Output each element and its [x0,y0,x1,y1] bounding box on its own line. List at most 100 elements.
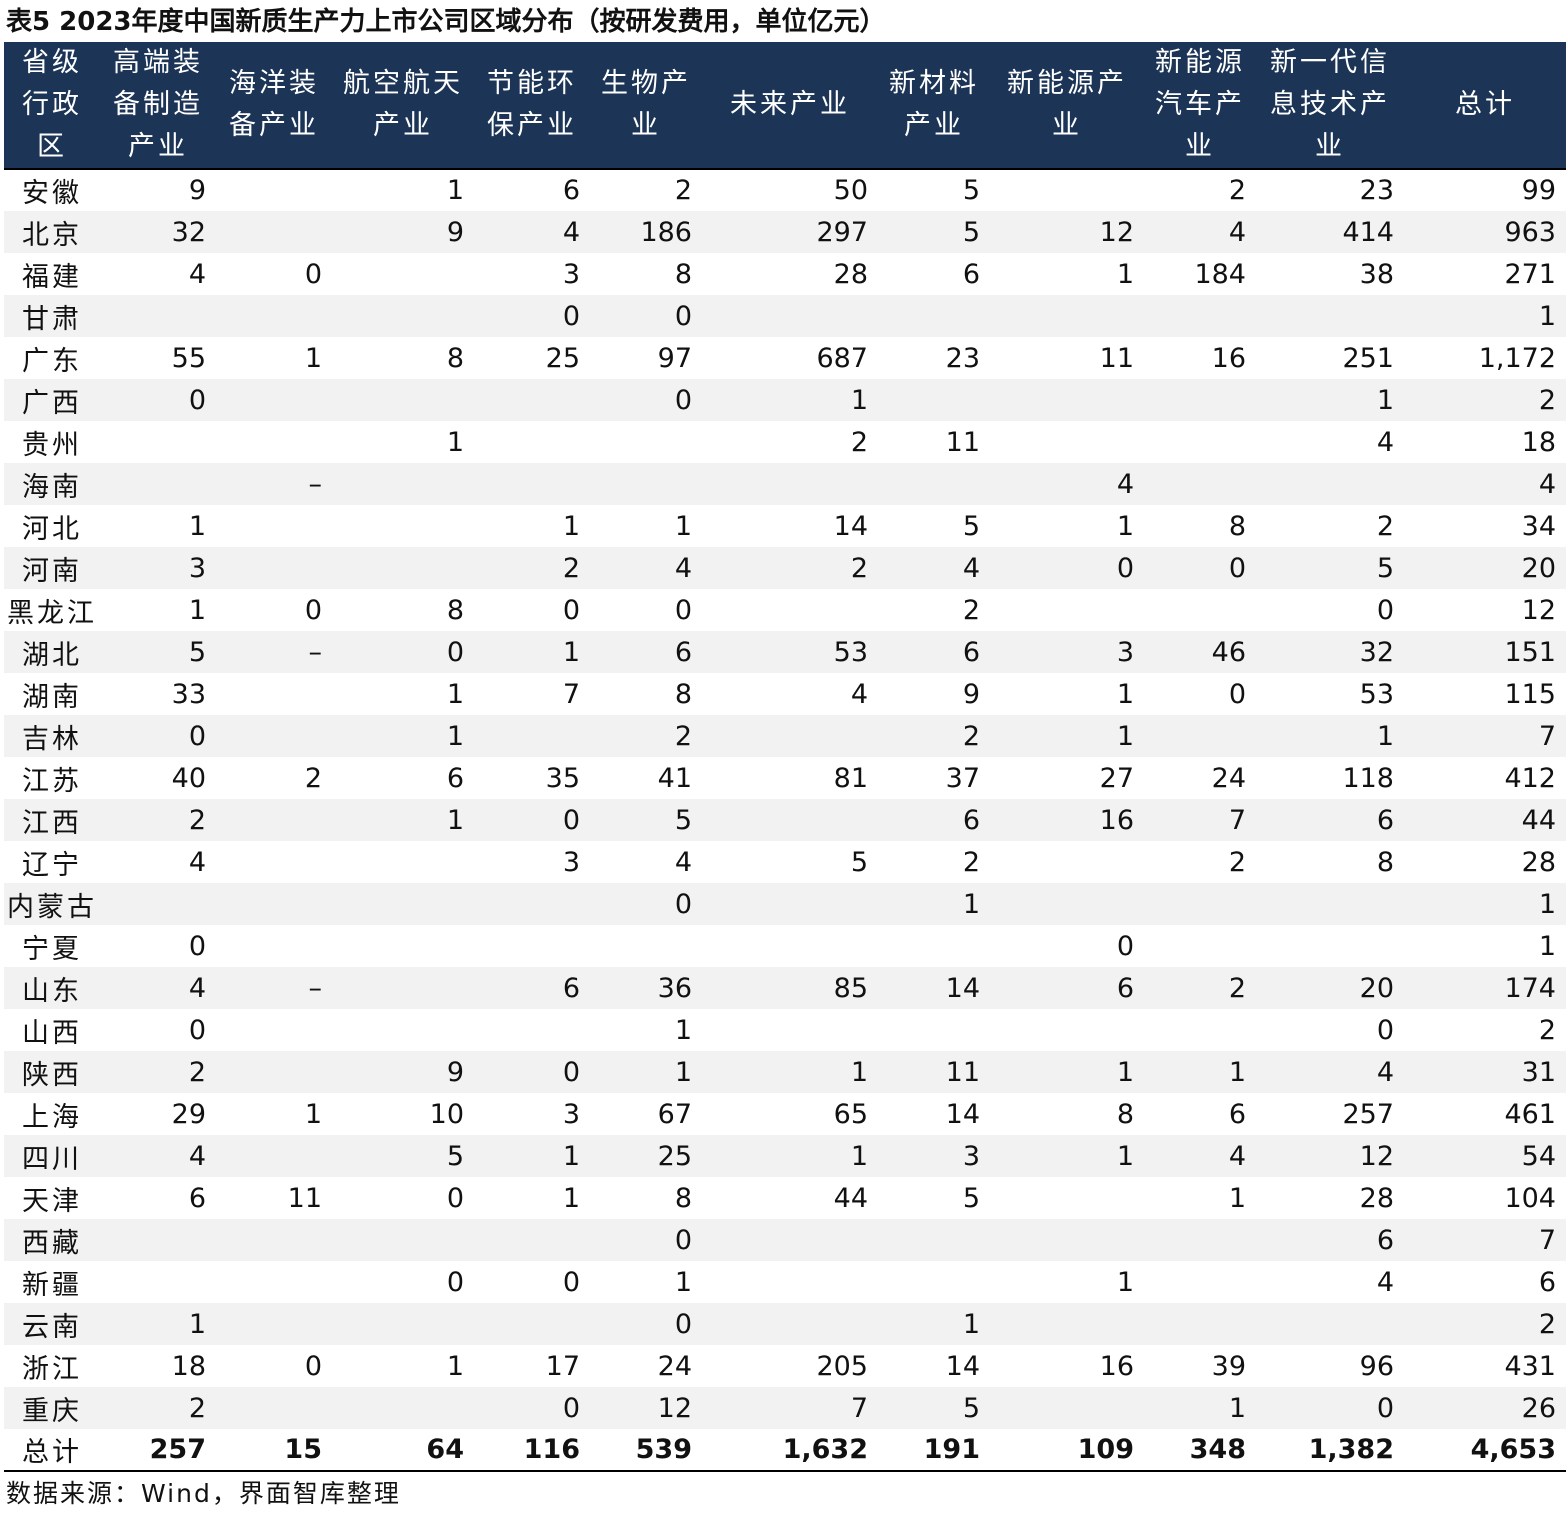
value-cell: 2 [702,547,878,589]
value-cell [702,1219,878,1261]
value-cell: 2 [1404,1303,1566,1345]
total-label: 总计 [4,1429,100,1472]
value-cell: 6 [1256,799,1404,841]
value-cell [990,1303,1144,1345]
value-cell [332,1009,474,1051]
value-cell [1144,925,1256,967]
value-cell: 0 [474,1051,590,1093]
value-cell: 5 [878,168,990,211]
header-cell: 新材料产业 [878,42,990,169]
table-row: 湖北 5–0 1 6 53 6 3 46 32 151 [4,631,1566,673]
table-row: 甘肃 0 0 1 [4,295,1566,337]
value-cell [878,1009,990,1051]
value-cell [332,295,474,337]
header-label: 省级行政区 [22,47,82,162]
region-cell: 宁夏 [4,925,100,967]
region-cell: 湖南 [4,673,100,715]
value-cell: 8 [332,589,474,631]
value-cell [590,421,702,463]
value-cell: 67 [590,1093,702,1135]
value-cell [474,421,590,463]
value-cell: 0 [332,1177,474,1219]
value-cell: 0 [590,1219,702,1261]
header-row: 省级行政区 高端装备制造产业 海洋装备产业 航空航天产业 节能环保产业 生物产业… [4,42,1566,169]
value-cell: 5 [878,505,990,547]
value-cell [332,1387,474,1429]
value-cell: 7 [1404,1219,1566,1261]
value-cell: 4 [1404,463,1566,505]
value-cell [332,1219,474,1261]
value-cell [216,1135,332,1177]
value-cell: 2 [1144,841,1256,883]
value-cell: 0 [100,379,216,421]
value-cell: 6 [590,631,702,673]
value-cell [1256,463,1404,505]
value-cell: 461 [1404,1093,1566,1135]
value-cell: 8 [332,337,474,379]
region-cell: 广西 [4,379,100,421]
region-cell: 海南 [4,463,100,505]
total-value-cell: 64 [332,1429,474,1472]
table-row: 北京 32 9 4 186 297 5 12 4 414 963 [4,211,1566,253]
region-cell: 上海 [4,1093,100,1135]
value-cell: 4 [1144,1135,1256,1177]
value-cell: 23 [878,337,990,379]
value-cell: 104 [1404,1177,1566,1219]
value-cell [332,1303,474,1345]
value-cell: 46 [1144,631,1256,673]
value-cell [216,1219,332,1261]
value-cell [216,1009,332,1051]
value-cell [216,715,332,757]
value-cell: 55 [100,337,216,379]
value-cell: 2 [878,589,990,631]
value-cell: 32 [100,211,216,253]
total-value-cell: 1,382 [1256,1429,1404,1472]
value-cell [990,379,1144,421]
header-cell: 海洋装备产业 [216,42,332,169]
value-cell [1144,1261,1256,1303]
value-cell: 7 [1404,715,1566,757]
value-cell [474,715,590,757]
value-cell: 2 [878,715,990,757]
table-row: 河南 3 2 4 2 4 0 0 5 20 [4,547,1566,589]
value-cell: 2 [1144,967,1256,1009]
value-cell: 1 [332,1345,474,1387]
header-label: 节能环保产业 [487,68,577,141]
value-cell: 963 [1404,211,1566,253]
value-cell [878,463,990,505]
value-cell: 28 [1404,841,1566,883]
value-cell [702,295,878,337]
value-cell: 6 [474,168,590,211]
value-cell: 414 [1256,211,1404,253]
value-cell: 24 [1144,757,1256,799]
value-cell [990,841,1144,883]
value-cell: – [216,463,332,505]
value-cell: 4 [1256,1051,1404,1093]
value-cell: 1 [990,1051,1144,1093]
value-cell [1144,715,1256,757]
table-row: 江西 2 1 0 5 6 16 7 6 44 [4,799,1566,841]
value-cell: 4 [100,253,216,295]
value-cell [990,168,1144,211]
value-cell: 1 [590,1051,702,1093]
value-cell [216,1387,332,1429]
value-cell: 1 [216,337,332,379]
header-label: 海洋装备产业 [229,68,319,141]
region-cell: 福建 [4,253,100,295]
value-cell: 0 [1256,1387,1404,1429]
value-cell: 53 [702,631,878,673]
value-cell: 99 [1404,168,1566,211]
value-cell [216,883,332,925]
value-cell: 4 [100,967,216,1009]
value-cell: 14 [878,967,990,1009]
value-cell: 2 [1404,1009,1566,1051]
value-cell: 4 [702,673,878,715]
value-cell: 0 [590,589,702,631]
value-cell: 4 [878,547,990,589]
value-cell [990,1009,1144,1051]
value-cell: 0 [216,589,332,631]
total-value-cell: 257 [100,1429,216,1472]
value-cell: 35 [474,757,590,799]
value-cell: 2 [100,1387,216,1429]
value-cell: 2 [1144,168,1256,211]
